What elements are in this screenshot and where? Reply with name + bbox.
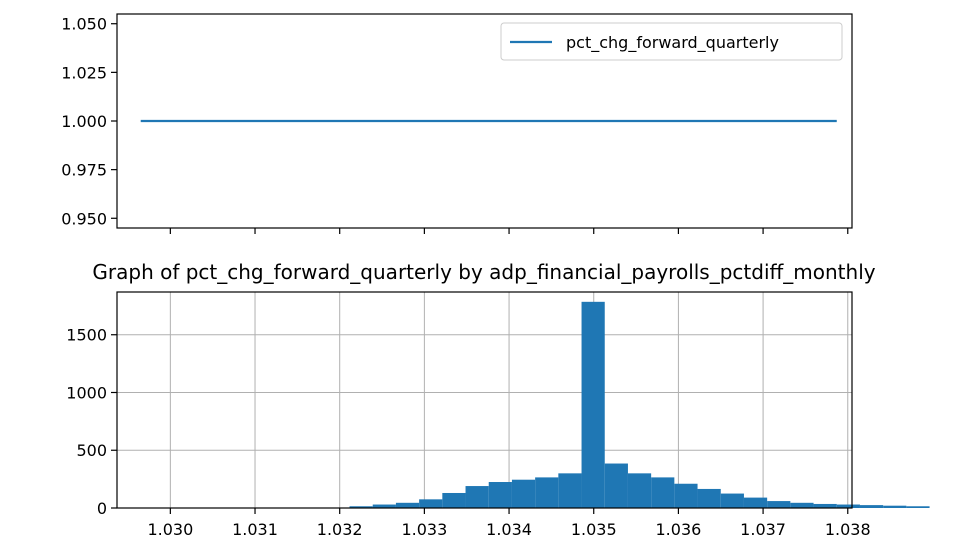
line-chart-axes: 0.950 0.975 1.000 1.025 1.050 pct_chg_forwar… bbox=[61, 14, 852, 234]
line-chart-y-tick-label: 0.950 bbox=[61, 209, 107, 228]
histogram-y-tick-label: 1500 bbox=[66, 326, 107, 345]
histogram-y-tick-label: 1000 bbox=[66, 383, 107, 402]
histogram-x-tick-label: 1.031 bbox=[232, 520, 278, 539]
histogram-bar bbox=[442, 493, 465, 508]
line-chart-y-ticks: 0.950 0.975 1.000 1.025 1.050 bbox=[61, 15, 117, 229]
line-chart-y-tick-label: 1.050 bbox=[61, 15, 107, 34]
legend: pct_chg_forward_quarterly bbox=[501, 23, 842, 60]
histogram-bar bbox=[674, 484, 697, 508]
histogram-bar bbox=[744, 498, 767, 508]
histogram-bar bbox=[489, 482, 512, 508]
histogram-bar bbox=[396, 503, 419, 508]
histogram-bar bbox=[466, 486, 489, 508]
line-chart-y-tick-label: 1.000 bbox=[61, 112, 107, 131]
histogram-x-ticks: 1.030 1.031 1.032 1.033 1.034 1.035 1.036 1.037… bbox=[147, 508, 870, 539]
histogram-bar bbox=[535, 477, 558, 508]
histogram-x-tick-label: 1.033 bbox=[401, 520, 447, 539]
histogram-bar bbox=[721, 494, 744, 508]
histogram-x-tick-label: 1.036 bbox=[656, 520, 702, 539]
histogram-bar bbox=[628, 473, 651, 508]
histogram-x-tick-label: 1.037 bbox=[740, 520, 786, 539]
line-chart-y-tick-label: 1.025 bbox=[61, 63, 107, 82]
histogram-bar bbox=[419, 499, 442, 508]
histogram-x-tick-label: 1.038 bbox=[825, 520, 871, 539]
histogram-bar bbox=[605, 464, 628, 508]
histogram-bar bbox=[651, 477, 674, 508]
histogram-bar bbox=[906, 506, 929, 508]
histogram-bar bbox=[582, 302, 605, 508]
histogram-y-tick-label: 0 bbox=[97, 499, 107, 518]
legend-label: pct_chg_forward_quarterly bbox=[566, 33, 779, 53]
line-chart-x-ticks bbox=[170, 228, 847, 234]
histogram-y-tick-label: 500 bbox=[76, 441, 107, 460]
histogram-bar bbox=[698, 489, 721, 508]
histogram-x-tick-label: 1.034 bbox=[486, 520, 532, 539]
histogram-bar bbox=[860, 505, 883, 508]
histogram-bar bbox=[790, 503, 813, 508]
histogram-bar bbox=[512, 480, 535, 508]
histogram-bar bbox=[814, 504, 837, 508]
histogram-bar bbox=[767, 501, 790, 508]
histogram-x-tick-label: 1.030 bbox=[147, 520, 193, 539]
histogram-title: Graph of pct_chg_forward_quarterly by ad… bbox=[92, 260, 875, 284]
histogram-x-tick-label: 1.032 bbox=[317, 520, 363, 539]
line-chart-y-tick-label: 0.975 bbox=[61, 161, 107, 180]
histogram-background bbox=[117, 292, 852, 508]
histogram-y-ticks: 0 500 1000 1500 bbox=[66, 326, 117, 518]
histogram-bar bbox=[558, 473, 581, 508]
histogram-bar bbox=[883, 506, 906, 508]
histogram-x-tick-label: 1.035 bbox=[571, 520, 617, 539]
